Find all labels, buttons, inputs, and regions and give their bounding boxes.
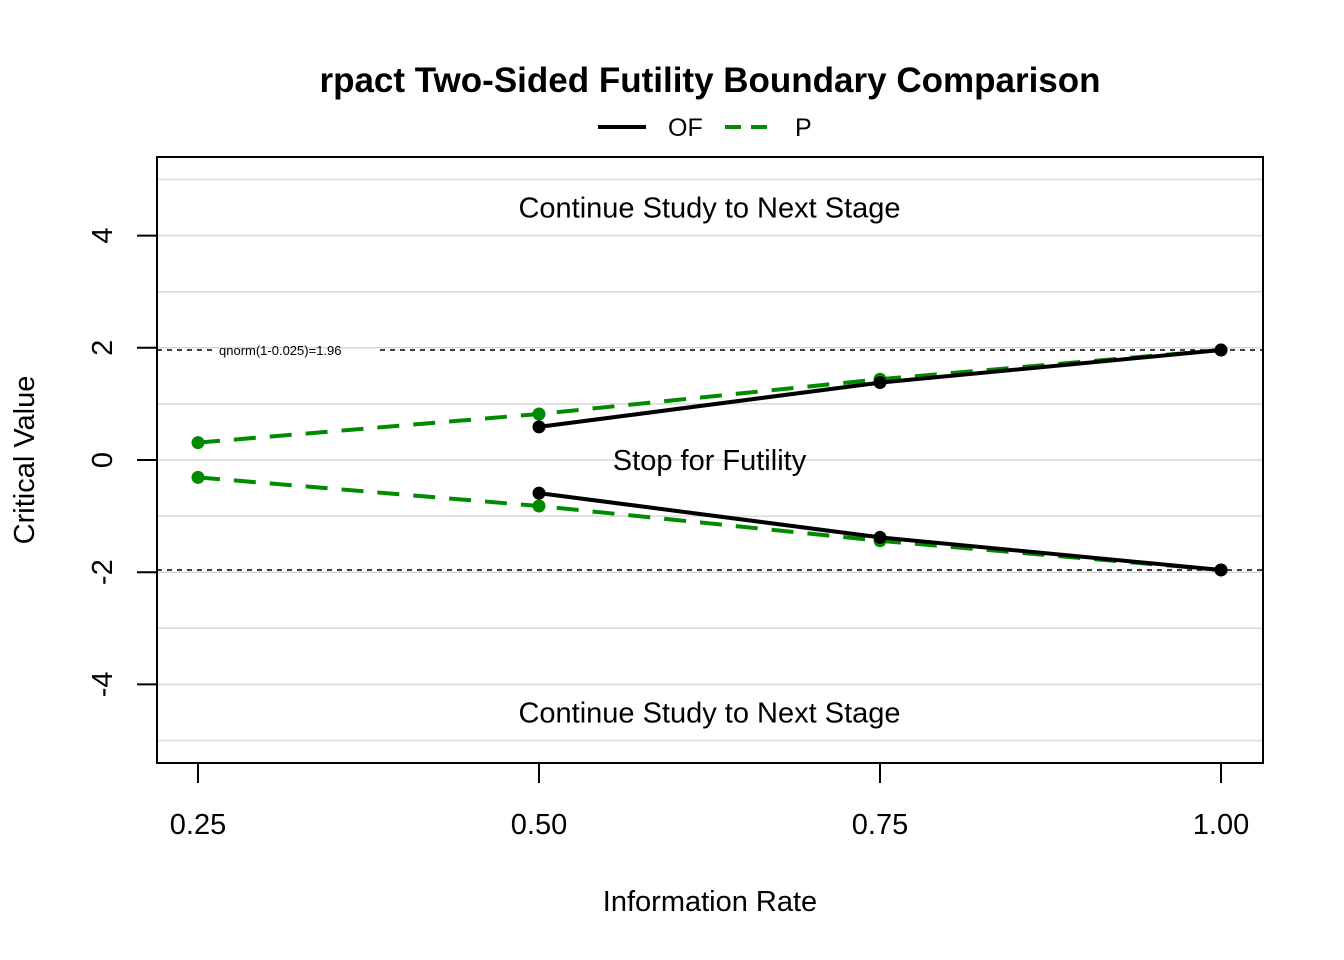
y-tick-label: 4 — [87, 228, 119, 244]
chart-title: rpact Two-Sided Futility Boundary Compar… — [319, 61, 1100, 100]
annotations: Continue Study to Next Stage Stop for Fut… — [518, 193, 900, 730]
x-tick-label: 0.25 — [170, 809, 226, 841]
data-point-OF — [532, 420, 546, 434]
y-tick-label: 2 — [87, 340, 119, 356]
data-point-P — [191, 470, 205, 484]
reference-lines: qnorm(1-0.025)=1.96 — [157, 343, 1263, 571]
data-point-P — [532, 499, 546, 513]
region-annotation: Continue Study to Next Stage — [518, 193, 900, 225]
legend-label-OF: OF — [668, 114, 703, 142]
legend: OF P — [598, 114, 812, 142]
data-point-OF — [1214, 343, 1228, 357]
y-tick-label: -4 — [87, 672, 119, 698]
series-line-P-upper — [197, 348, 1222, 445]
y-tick-label: 0 — [87, 452, 119, 468]
data-point-P — [532, 407, 546, 421]
x-tick-label: 0.75 — [852, 809, 908, 841]
x-tick-label: 1.00 — [1193, 809, 1249, 841]
y-axis: -4 -2 0 2 4 — [87, 228, 158, 698]
data-point-OF — [532, 486, 546, 500]
x-tick-label: 0.50 — [511, 809, 567, 841]
data-point-OF — [1214, 563, 1228, 577]
series-line-P-lower — [197, 475, 1222, 572]
x-axis-label: Information Rate — [603, 886, 817, 918]
series-layer — [191, 343, 1228, 577]
data-point-OF — [873, 530, 887, 544]
data-point-OF — [873, 376, 887, 390]
y-axis-label: Critical Value — [9, 376, 41, 545]
reference-label: qnorm(1-0.025)=1.96 — [219, 343, 342, 358]
grid-lines — [157, 178, 1263, 742]
data-point-P — [191, 436, 205, 450]
region-annotation: Stop for Futility — [613, 445, 807, 477]
x-axis: 0.25 0.50 0.75 1.00 — [170, 762, 1249, 841]
legend-label-P: P — [795, 114, 812, 142]
y-tick-label: -2 — [87, 559, 119, 585]
region-annotation: Continue Study to Next Stage — [518, 697, 900, 729]
